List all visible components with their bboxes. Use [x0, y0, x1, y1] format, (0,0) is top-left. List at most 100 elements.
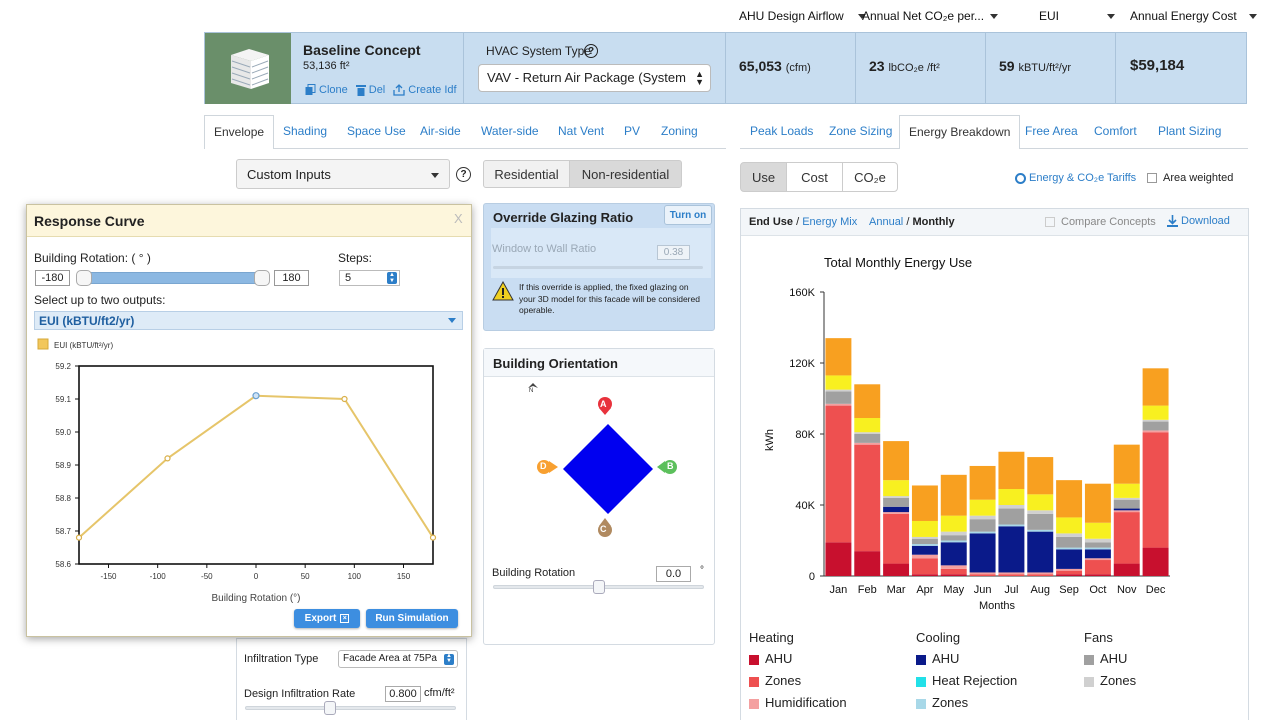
bar-segment[interactable]: [911, 545, 938, 555]
range-slider-min-handle[interactable]: [76, 270, 92, 286]
run-simulation-button[interactable]: Run Simulation: [366, 609, 458, 628]
bar-segment[interactable]: [1113, 444, 1140, 484]
bar-segment[interactable]: [1056, 517, 1083, 534]
bar-segment[interactable]: [854, 551, 881, 576]
monthly-link[interactable]: Monthly: [912, 216, 955, 228]
bar-segment[interactable]: [1056, 568, 1083, 571]
legend-fans-zones[interactable]: Zones: [1084, 673, 1136, 688]
bar-segment[interactable]: [1056, 480, 1083, 518]
data-point[interactable]: [429, 534, 437, 541]
bar-segment[interactable]: [883, 506, 910, 513]
help-icon[interactable]: ?: [584, 44, 598, 58]
bar-segment[interactable]: [998, 526, 1025, 573]
bar-segment[interactable]: [940, 535, 967, 541]
bar-segment[interactable]: [1056, 533, 1083, 537]
bar-segment[interactable]: [854, 418, 881, 433]
bar-segment[interactable]: [1142, 405, 1169, 420]
bar-segment[interactable]: [1056, 547, 1083, 550]
tab-pv[interactable]: PV: [624, 124, 641, 138]
area-weighted-checkbox[interactable]: [1147, 173, 1157, 183]
bar-segment[interactable]: [998, 451, 1025, 490]
bar-segment[interactable]: [911, 538, 938, 545]
bar-segment[interactable]: [1113, 563, 1140, 576]
bar-segment[interactable]: [969, 574, 996, 576]
legend-humidification[interactable]: Humidification: [749, 695, 847, 710]
data-point[interactable]: [164, 455, 171, 462]
turn-on-button[interactable]: Turn on: [664, 205, 712, 225]
bar-segment[interactable]: [940, 540, 967, 543]
bar-segment[interactable]: [825, 389, 852, 392]
rotation-slider-handle[interactable]: [592, 580, 605, 594]
bar-segment[interactable]: [825, 405, 852, 543]
bar-segment[interactable]: [854, 432, 881, 434]
tab-water-side[interactable]: Water-side: [481, 124, 539, 138]
bar-segment[interactable]: [1084, 549, 1111, 559]
tab-free-area[interactable]: Free Area: [1025, 124, 1078, 138]
building-footprint[interactable]: [563, 424, 653, 519]
tab-zone-sizing[interactable]: Zone Sizing: [829, 124, 893, 138]
bar-segment[interactable]: [883, 563, 910, 576]
bar-segment[interactable]: [1027, 510, 1054, 514]
bar-segment[interactable]: [1084, 538, 1111, 543]
export-button[interactable]: Export ×: [294, 609, 360, 628]
legend-cooling-ahu[interactable]: AHU: [916, 651, 959, 666]
tab-comfort[interactable]: Comfort: [1094, 124, 1137, 138]
bar-segment[interactable]: [1027, 513, 1054, 530]
bar-segment[interactable]: [883, 512, 910, 514]
bar-segment[interactable]: [911, 536, 938, 539]
bar-segment[interactable]: [825, 403, 852, 406]
bar-segment[interactable]: [1142, 547, 1169, 576]
bar-segment[interactable]: [825, 375, 852, 390]
bar-segment[interactable]: [825, 391, 852, 404]
tariffs-link[interactable]: Energy & CO₂e Tariffs: [1015, 172, 1136, 184]
bar-segment[interactable]: [998, 505, 1025, 509]
bar-segment[interactable]: [969, 533, 996, 573]
bar-segment[interactable]: [940, 531, 967, 536]
hvac-select[interactable]: VAV - Return Air Package (System 5) ▲ ▼: [478, 64, 711, 92]
bar-segment[interactable]: [1027, 572, 1054, 575]
range-min-input[interactable]: -180: [35, 270, 70, 286]
bar-segment[interactable]: [854, 444, 881, 552]
bar-segment[interactable]: [940, 474, 967, 516]
close-icon[interactable]: X: [454, 211, 463, 226]
bar-segment[interactable]: [969, 499, 996, 516]
residential-button[interactable]: Residential: [483, 160, 570, 188]
bar-segment[interactable]: [1027, 494, 1054, 511]
bar-segment[interactable]: [1113, 508, 1140, 511]
tab-air-side[interactable]: Air-side: [420, 124, 461, 138]
bar-segment[interactable]: [940, 568, 967, 575]
bar-segment[interactable]: [883, 480, 910, 497]
compare-checkbox[interactable]: [1045, 217, 1055, 227]
bar-segment[interactable]: [911, 554, 938, 559]
face-d-marker[interactable]: [535, 458, 559, 481]
bar-segment[interactable]: [1142, 432, 1169, 548]
bar-segment[interactable]: [940, 515, 967, 532]
bar-segment[interactable]: [969, 465, 996, 500]
tab-peak-loads[interactable]: Peak Loads: [750, 124, 814, 138]
bar-segment[interactable]: [1084, 547, 1111, 550]
bar-segment[interactable]: [854, 384, 881, 419]
bar-segment[interactable]: [1084, 574, 1111, 576]
face-c-marker[interactable]: [596, 517, 614, 544]
legend-heat-rejection[interactable]: Heat Rejection: [916, 673, 1017, 688]
bar-segment[interactable]: [883, 497, 910, 507]
metric-dropdown-co2[interactable]: Annual Net CO₂e per...: [862, 9, 999, 23]
bar-segment[interactable]: [1084, 522, 1111, 539]
bar-segment[interactable]: [1142, 421, 1169, 431]
delete-button[interactable]: Del: [355, 84, 385, 96]
bar-segment[interactable]: [940, 565, 967, 569]
bar-segment[interactable]: [998, 524, 1025, 527]
face-b-marker[interactable]: [656, 458, 678, 481]
infiltration-type-select[interactable]: Facade Area at 75Pa ▲ ▼: [338, 650, 458, 668]
bar-segment[interactable]: [1113, 497, 1140, 500]
bar-segment[interactable]: [998, 574, 1025, 576]
bar-segment[interactable]: [969, 515, 996, 520]
bar-segment[interactable]: [1113, 512, 1140, 564]
bar-segment[interactable]: [854, 442, 881, 445]
end-use-link[interactable]: End Use: [749, 216, 794, 228]
bar-segment[interactable]: [1027, 529, 1054, 532]
bar-segment[interactable]: [911, 485, 938, 521]
data-point[interactable]: [252, 392, 260, 400]
bar-segment[interactable]: [969, 572, 996, 575]
bar-segment[interactable]: [883, 513, 910, 564]
